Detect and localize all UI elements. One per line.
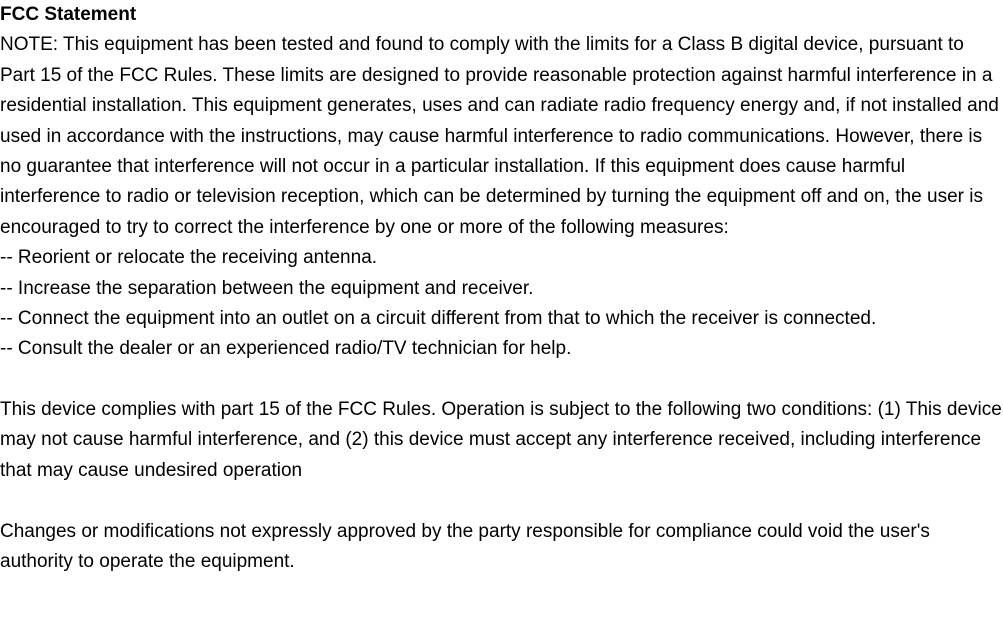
compliance-paragraph: This device complies with part 15 of the…	[0, 395, 1003, 486]
measure-item: -- Reorient or relocate the receiving an…	[0, 243, 1003, 273]
measure-item: -- Consult the dealer or an experienced …	[0, 334, 1003, 364]
spacer	[0, 486, 1003, 516]
modifications-paragraph: Changes or modifications not expressly a…	[0, 517, 1003, 578]
measure-item: -- Increase the separation between the e…	[0, 274, 1003, 304]
fcc-statement-document: FCC Statement NOTE: This equipment has b…	[0, 0, 1003, 577]
spacer	[0, 365, 1003, 395]
document-heading: FCC Statement	[0, 0, 1003, 30]
measure-item: -- Connect the equipment into an outlet …	[0, 304, 1003, 334]
note-paragraph: NOTE: This equipment has been tested and…	[0, 30, 1003, 243]
